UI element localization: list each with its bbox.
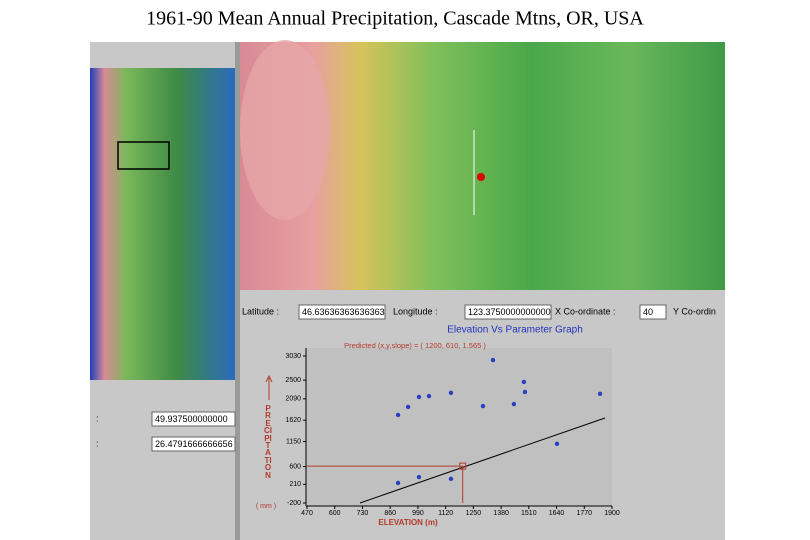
title: 1961-90 Mean Annual Precipitation, Casca… [146, 8, 644, 30]
data-point [448, 476, 454, 482]
field-value: 49.937500000000 [155, 414, 228, 424]
data-point [554, 441, 560, 447]
field-value: 46.63636363636363 [302, 307, 385, 317]
longitude-label: Longitude : [393, 306, 438, 316]
latitude-label: Latitude : [242, 306, 279, 316]
x-coord-label: X Co-ordinate : [555, 306, 616, 316]
overview-map [90, 68, 235, 380]
text-field [151, 436, 236, 452]
field-value: 123.3750000000000 [468, 307, 551, 317]
data-point [597, 391, 603, 396]
x-tick-label: 1900 [604, 510, 620, 517]
predicted-guide [307, 465, 464, 503]
y-tick-label: 600 [289, 463, 301, 470]
x-tick-label: 600 [329, 510, 341, 517]
text-field [464, 304, 552, 320]
map-marker [477, 173, 485, 181]
map-high-terrain [240, 40, 330, 220]
y-tick-label: 2090 [285, 396, 301, 403]
y-tick-label: 1620 [285, 417, 301, 424]
splitter[interactable] [235, 42, 240, 540]
y-unit: ( mm ) [256, 503, 276, 510]
regression-line [359, 417, 606, 504]
y-tick-label: 1150 [286, 438, 301, 445]
text-field [298, 304, 386, 320]
data-point [480, 403, 486, 409]
text-field [639, 304, 667, 320]
graph-title: Elevation Vs Parameter Graph [447, 325, 583, 336]
x-tick-label: 730 [357, 510, 369, 517]
field-value: 40 [643, 307, 653, 317]
y-coord-label: Y Co-ordin [673, 306, 716, 316]
x-tick-label: 1250 [466, 510, 482, 517]
side-field-label: : [96, 413, 99, 423]
data-point [490, 357, 496, 363]
text-field [151, 411, 236, 427]
x-tick-label: 990 [412, 510, 424, 517]
selection-box [117, 141, 170, 170]
y-tick-label: -200 [287, 500, 301, 507]
y-axis-label: PRECIPITATION [264, 404, 272, 480]
data-point [395, 480, 401, 486]
predicted-point [459, 462, 467, 470]
data-point [405, 404, 411, 410]
y-tick-label: 2500 [285, 377, 301, 384]
data-point [416, 394, 422, 400]
data-point [511, 401, 517, 407]
x-tick-label: 1380 [493, 510, 509, 517]
y-tick-label: 210 [289, 481, 301, 488]
x-tick-label: 1120 [438, 510, 453, 517]
data-point [448, 390, 454, 396]
data-point [426, 393, 432, 399]
side-field-label: : [96, 438, 99, 448]
plot-area [306, 348, 612, 506]
x-tick-label: 860 [384, 510, 396, 517]
y-arrow-head [265, 374, 273, 383]
data-point [521, 379, 527, 385]
x-axis-label: ELEVATION (m) [378, 518, 438, 527]
predicted-text: Predicted (x,y,slope) = ( 1200, 610, 1.5… [344, 341, 486, 350]
x-tick-label: 1770 [576, 510, 592, 517]
field-value: 26.4791666666656 [155, 439, 233, 449]
data-point [522, 389, 528, 395]
x-tick-label: 1510 [521, 510, 537, 517]
data-point [395, 412, 401, 418]
x-tick-label: 1640 [549, 510, 565, 517]
y-tick-label: 3030 [285, 353, 301, 360]
x-tick-label: 470 [301, 510, 313, 517]
data-point [416, 474, 422, 480]
